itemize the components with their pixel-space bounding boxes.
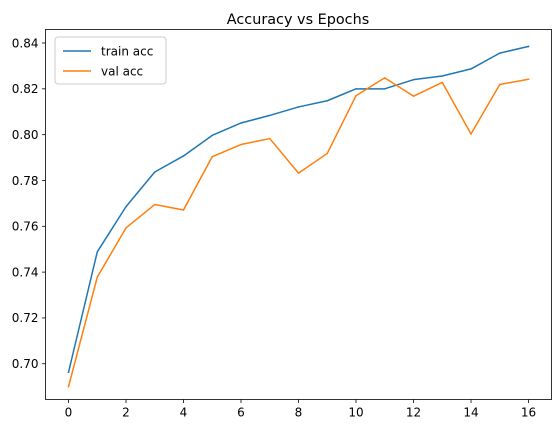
data-point-1-1 — [97, 276, 99, 278]
data-point-0-13 — [442, 75, 444, 77]
y-tick-label: 0.74 — [12, 265, 39, 279]
x-tick-label: 6 — [237, 406, 245, 420]
x-tick-label: 4 — [180, 406, 188, 420]
y-tick-label: 0.84 — [12, 36, 39, 50]
x-tick-label: 12 — [406, 406, 421, 420]
data-point-1-7 — [269, 138, 271, 140]
y-tick-label: 0.78 — [12, 174, 39, 188]
data-point-1-13 — [442, 82, 444, 84]
data-point-1-6 — [240, 144, 242, 146]
x-tick-label: 16 — [521, 406, 536, 420]
data-point-0-6 — [240, 122, 242, 124]
data-point-0-12 — [413, 79, 415, 81]
data-point-1-15 — [499, 84, 501, 86]
data-point-1-9 — [327, 153, 329, 155]
x-tick-label: 14 — [463, 406, 478, 420]
data-point-0-4 — [183, 155, 185, 157]
y-tick-label: 0.72 — [12, 311, 39, 325]
legend: train acc val acc — [55, 37, 166, 84]
data-point-0-3 — [154, 171, 156, 173]
data-point-1-2 — [125, 227, 127, 229]
data-point-1-10 — [355, 95, 357, 97]
data-point-0-7 — [269, 115, 271, 117]
data-point-0-15 — [499, 52, 501, 54]
x-tick-label: 0 — [65, 406, 73, 420]
data-point-1-16 — [528, 78, 530, 80]
y-tick-label: 0.70 — [12, 357, 39, 371]
y-tick-label: 0.80 — [12, 128, 39, 142]
data-point-0-5 — [212, 135, 214, 137]
data-point-1-3 — [154, 204, 156, 206]
x-tick-label: 2 — [122, 406, 130, 420]
data-point-1-11 — [384, 77, 386, 79]
chart-title: Accuracy vs Epochs — [227, 12, 369, 28]
legend-label-0: train acc — [101, 44, 153, 58]
y-tick-label: 0.82 — [12, 82, 39, 96]
data-point-0-2 — [125, 206, 127, 208]
data-point-1-5 — [212, 156, 214, 158]
data-point-1-4 — [183, 209, 185, 211]
data-point-1-12 — [413, 95, 415, 97]
x-tick-label: 8 — [295, 406, 303, 420]
data-point-1-8 — [298, 172, 300, 174]
data-point-0-0 — [68, 371, 70, 373]
data-point-0-11 — [384, 88, 386, 90]
data-point-1-14 — [470, 133, 472, 135]
data-point-0-16 — [528, 46, 530, 48]
data-point-1-0 — [68, 386, 70, 388]
data-point-0-9 — [327, 100, 329, 102]
x-tick-label: 10 — [348, 406, 363, 420]
data-point-0-10 — [355, 88, 357, 90]
data-point-0-14 — [470, 68, 472, 70]
data-point-0-1 — [97, 251, 99, 253]
legend-label-1: val acc — [101, 64, 143, 78]
y-tick-label: 0.76 — [12, 220, 39, 234]
data-point-0-8 — [298, 106, 300, 108]
